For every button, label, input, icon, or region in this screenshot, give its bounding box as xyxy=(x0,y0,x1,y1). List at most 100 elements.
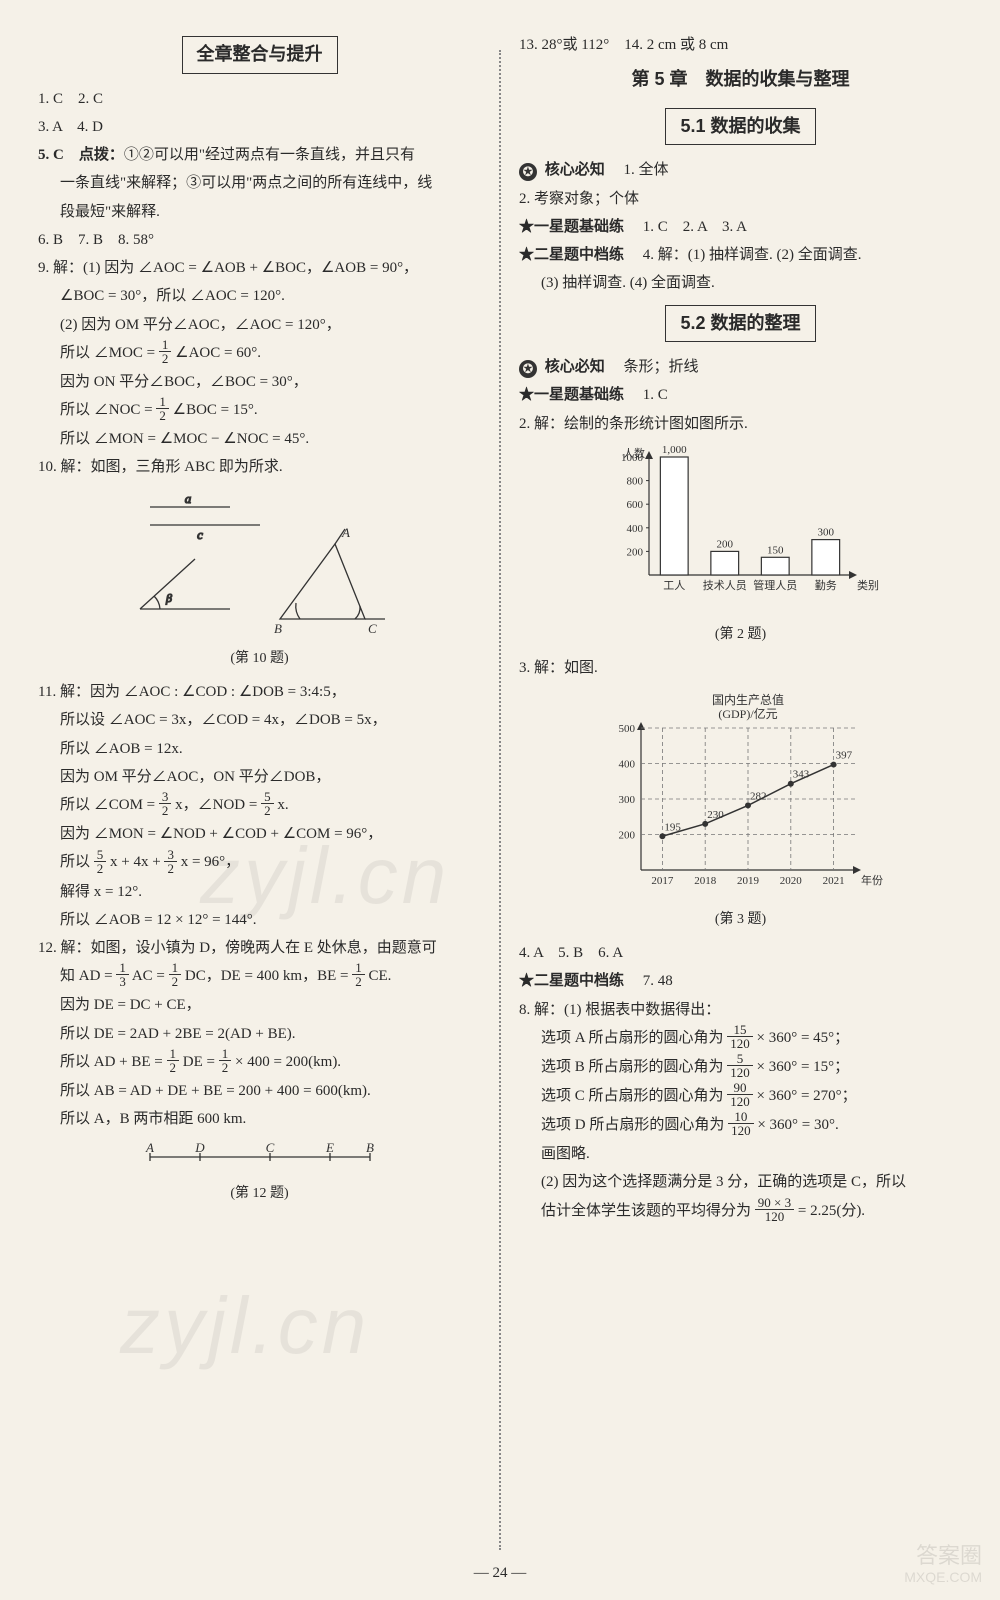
solution-line: 2. 解：绘制的条形统计图如图所示. xyxy=(519,411,962,437)
section-title: 5.2 数据的整理 xyxy=(665,305,815,343)
svg-text:600: 600 xyxy=(626,499,643,511)
solution-line: 选项 D 所占扇形的圆心角为 10120 × 360° = 30°. xyxy=(519,1112,962,1139)
solution-line: 所以 ∠COM = 32 x，∠NOD = 52 x. xyxy=(38,792,481,819)
solution-line: 因为 OM 平分∠AOC，ON 平分∠DOB， xyxy=(38,764,481,790)
fraction: 32 xyxy=(164,848,177,875)
solution-line: ∠BOC = 30°，所以 ∠AOC = 120°. xyxy=(38,283,481,309)
solution-line: 所以设 ∠AOC = 3x，∠COD = 4x，∠DOB = 5x， xyxy=(38,707,481,733)
svg-text:2018: 2018 xyxy=(694,875,717,887)
figure-q10: a c β A B C xyxy=(110,489,410,639)
svg-text:200: 200 xyxy=(626,546,643,558)
corner-watermark: 答案圈 MXQE.COM xyxy=(904,1543,982,1586)
svg-text:国内生产总值: 国内生产总值 xyxy=(711,692,783,707)
svg-text:2019: 2019 xyxy=(737,875,760,887)
svg-text:2017: 2017 xyxy=(651,875,674,887)
svg-text:500: 500 xyxy=(618,723,635,735)
solution-line: (3) 抽样调查. (4) 全面调查. xyxy=(519,270,962,296)
answer-line: 4. A 5. B 6. A xyxy=(519,940,962,966)
svg-text:管理人员: 管理人员 xyxy=(753,578,797,592)
fraction: 10120 xyxy=(728,1110,754,1137)
svg-text:D: D xyxy=(194,1140,205,1155)
left-column: 全章整合与提升 1. C 2. C 3. A 4. D 5. C 点拨：①②可以… xyxy=(20,30,499,1570)
svg-text:A: A xyxy=(341,525,350,540)
solution-line: 所以 A，B 两市相距 600 km. xyxy=(38,1106,481,1132)
fraction: 52 xyxy=(261,790,274,817)
fraction: 90120 xyxy=(727,1081,753,1108)
target-icon: ✪ xyxy=(519,163,537,181)
svg-text:200: 200 xyxy=(716,538,733,550)
star-line: ★二星题中档练 4. 解：(1) 抽样调查. (2) 全面调查. xyxy=(519,242,962,268)
solution-line: 画图略. xyxy=(519,1141,962,1167)
svg-text:400: 400 xyxy=(626,523,643,535)
right-column: 13. 28°或 112° 14. 2 cm 或 8 cm 第 5 章 数据的收… xyxy=(501,30,980,1570)
answer-line: 3. A 4. D xyxy=(38,114,481,140)
fraction: 52 xyxy=(94,848,107,875)
solution-line: 所以 DE = 2AD + 2BE = 2(AD + BE). xyxy=(38,1021,481,1047)
solution-line: 3. 解：如图. xyxy=(519,655,962,681)
svg-text:技术人员: 技术人员 xyxy=(702,579,746,592)
svg-text:200: 200 xyxy=(618,829,635,841)
solution-line: 11. 解：因为 ∠AOC : ∠COD : ∠DOB = 3:4:5， xyxy=(38,679,481,705)
solution-line: 12. 解：如图，设小镇为 D，傍晚两人在 E 处休息，由题意可 xyxy=(38,935,481,961)
fraction: 15120 xyxy=(727,1023,753,1050)
svg-text:类别: 类别 xyxy=(857,578,879,592)
figure-caption: (第 12 题) xyxy=(38,1182,481,1207)
star-line: ★二星题中档练 7. 48 xyxy=(519,968,962,994)
solution-line: 所以 ∠NOC = 12 ∠BOC = 15°. xyxy=(38,397,481,424)
svg-text:1,000: 1,000 xyxy=(661,445,686,456)
star-line: ★一星题基础练 1. C xyxy=(519,382,962,408)
solution-line: 10. 解：如图，三角形 ABC 即为所求. xyxy=(38,454,481,480)
solution-line: (2) 因为这个选择题满分是 3 分，正确的选项是 C，所以 xyxy=(519,1169,962,1195)
svg-text:C: C xyxy=(368,621,377,636)
section-title: 5.1 数据的收集 xyxy=(665,108,815,146)
solution-line: 选项 C 所占扇形的圆心角为 90120 × 360° = 270°； xyxy=(519,1083,962,1110)
solution-line: (2) 因为 OM 平分∠AOC，∠AOC = 120°， xyxy=(38,312,481,338)
svg-text:800: 800 xyxy=(626,475,643,487)
svg-text:343: 343 xyxy=(792,768,809,780)
figure-q12: A D C E B xyxy=(130,1140,390,1174)
core-knowledge: ✪ 核心必知 1. 全体 xyxy=(519,157,962,183)
page-columns: 全章整合与提升 1. C 2. C 3. A 4. D 5. C 点拨：①②可以… xyxy=(20,30,980,1570)
fraction: 12 xyxy=(156,395,169,422)
solution-line: 所以 ∠AOB = 12 × 12° = 144°. xyxy=(38,907,481,933)
svg-text:E: E xyxy=(325,1140,334,1155)
svg-text:β: β xyxy=(165,591,172,605)
figure-caption: (第 3 题) xyxy=(519,908,962,933)
solution-line: 选项 B 所占扇形的圆心角为 5120 × 360° = 15°； xyxy=(519,1054,962,1081)
fraction: 90 × 3120 xyxy=(755,1196,794,1223)
svg-text:B: B xyxy=(274,621,282,636)
svg-text:2020: 2020 xyxy=(779,875,802,887)
solution-line: 因为 DE = DC + CE， xyxy=(38,992,481,1018)
svg-text:(GDP)/亿元: (GDP)/亿元 xyxy=(718,706,777,721)
solution-line: 8. 解：(1) 根据表中数据得出： xyxy=(519,997,962,1023)
svg-text:a: a xyxy=(184,491,191,506)
svg-text:c: c xyxy=(197,527,203,542)
core-knowledge: ✪ 核心必知 条形；折线 xyxy=(519,354,962,380)
solution-line: 所以 52 x + 4x + 32 x = 96°， xyxy=(38,849,481,876)
solution-line: 知 AD = 13 AC = 12 DC，DE = 400 km，BE = 12… xyxy=(38,963,481,990)
fraction: 12 xyxy=(159,338,172,365)
svg-text:B: B xyxy=(366,1140,374,1155)
svg-text:C: C xyxy=(265,1140,274,1155)
solution-line: 因为 ∠MON = ∠NOD + ∠COD + ∠COM = 96°， xyxy=(38,821,481,847)
fraction: 12 xyxy=(219,1047,232,1074)
svg-text:年份: 年份 xyxy=(861,873,883,887)
answer-line: 5. C 点拨：①②可以用"经过两点有一条直线，并且只有 xyxy=(38,142,481,168)
fraction: 5120 xyxy=(727,1052,753,1079)
figure-caption: (第 10 题) xyxy=(38,647,481,672)
solution-line: 所以 ∠MON = ∠MOC − ∠NOC = 45°. xyxy=(38,426,481,452)
star-line: ★一星题基础练 1. C 2. A 3. A xyxy=(519,214,962,240)
page-number: — 24 — xyxy=(0,1565,1000,1582)
explain-line: 段最短"来解释. xyxy=(38,199,481,225)
line-chart-q3: 国内生产总值(GDP)/亿元20030040050020172018201920… xyxy=(591,690,891,900)
fraction: 13 xyxy=(116,961,129,988)
fraction: 12 xyxy=(352,961,365,988)
answer-line: 1. C 2. C xyxy=(38,86,481,112)
svg-text:人数: 人数 xyxy=(623,447,645,460)
svg-text:230: 230 xyxy=(707,808,724,820)
answer-line: 13. 28°或 112° 14. 2 cm 或 8 cm xyxy=(519,32,962,58)
solution-line: 所以 ∠MOC = 12 ∠AOC = 60°. xyxy=(38,340,481,367)
svg-text:397: 397 xyxy=(835,749,852,761)
figure-caption: (第 2 题) xyxy=(519,623,962,648)
solution-line: 选项 A 所占扇形的圆心角为 15120 × 360° = 45°； xyxy=(519,1025,962,1052)
